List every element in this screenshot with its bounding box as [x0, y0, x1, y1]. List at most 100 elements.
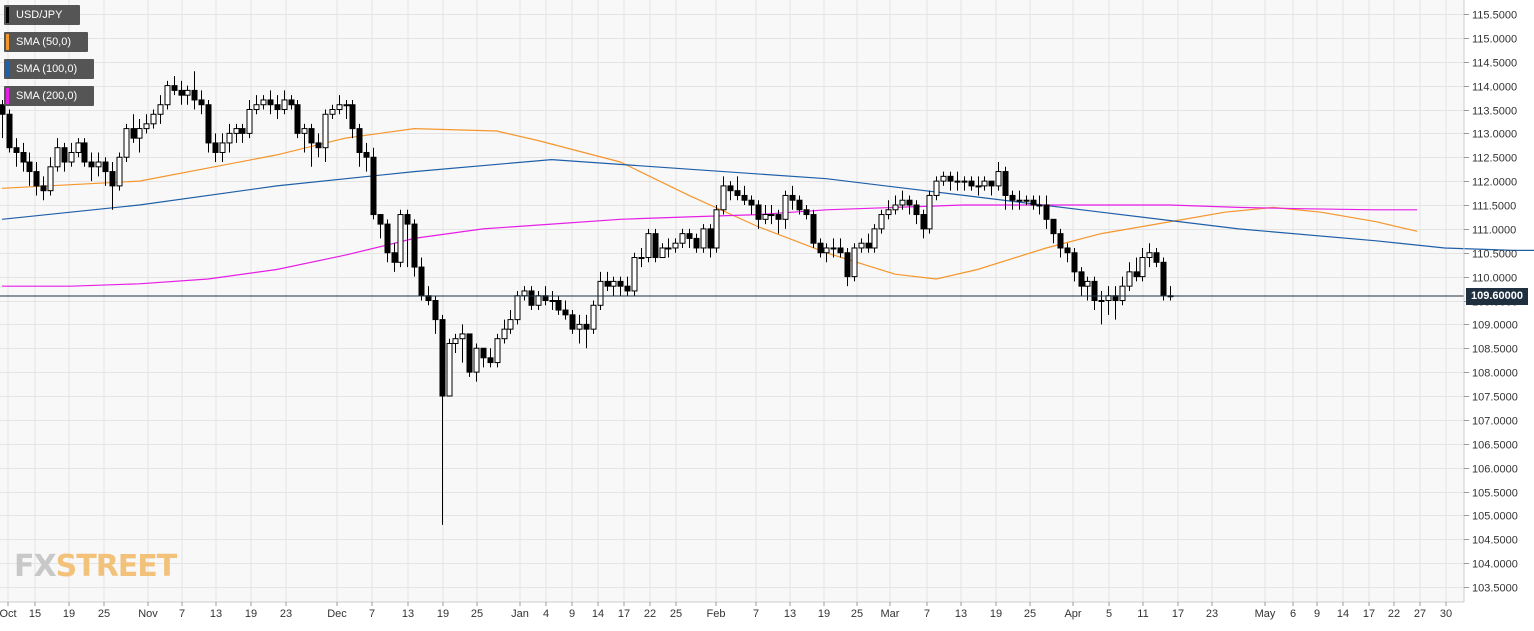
candle — [439, 314, 446, 525]
logo-street: STREET — [55, 549, 178, 584]
candle — [906, 195, 913, 215]
candle-body — [823, 247, 830, 254]
candle — [343, 99, 350, 120]
candle — [363, 142, 370, 172]
x-tick-label: 27 — [1414, 608, 1426, 620]
candle-body — [1139, 257, 1146, 278]
candle-body — [88, 161, 95, 168]
candle-body — [940, 175, 947, 182]
legend-swatch — [6, 34, 9, 50]
candle-body — [329, 109, 336, 115]
x-tick-label: Oct — [0, 608, 17, 620]
candle-body — [782, 194, 789, 220]
candle-body — [397, 214, 404, 263]
legend-label: SMA (100,0) — [16, 63, 78, 75]
candle-body — [226, 132, 233, 144]
x-tick-label: 30 — [1440, 608, 1452, 620]
candle-body — [631, 257, 638, 292]
candle — [391, 243, 398, 272]
x-tick-label: 19 — [437, 608, 449, 620]
candle-body — [308, 128, 315, 144]
candle-body — [528, 290, 535, 306]
x-tick-label: 5 — [1106, 608, 1112, 620]
candle — [397, 209, 404, 268]
legend-sma-100[interactable]: SMA (100,0) — [4, 59, 94, 79]
x-tick-label: 13 — [402, 608, 414, 620]
candle — [1133, 257, 1140, 282]
candle-body — [191, 89, 198, 101]
candle — [1043, 195, 1050, 229]
y-tick-label: 103.5000 — [1472, 583, 1518, 595]
candle — [109, 162, 116, 210]
candle-body — [617, 280, 624, 287]
candle — [940, 171, 947, 186]
candle — [329, 104, 336, 120]
y-tick-label: 115.0000 — [1472, 34, 1517, 46]
candle-body — [885, 209, 892, 216]
candle-body — [933, 180, 940, 196]
y-tick-label: 110.0000 — [1472, 273, 1517, 285]
candle — [47, 157, 54, 196]
x-tick-label: Jan — [511, 608, 529, 620]
candle-body — [95, 161, 102, 168]
candle — [40, 176, 47, 201]
candle-body — [336, 104, 343, 110]
candle-body — [212, 142, 219, 153]
candle — [130, 114, 137, 143]
candle-body — [672, 242, 679, 249]
candle — [404, 209, 411, 268]
candle — [20, 142, 27, 172]
candle-body — [157, 104, 164, 115]
candle-body — [590, 304, 597, 330]
y-tick-label: 110.5000 — [1472, 249, 1517, 261]
legend-label: SMA (50,0) — [16, 36, 72, 48]
candle-body — [1023, 199, 1030, 202]
candle-body — [748, 199, 755, 206]
candle-body — [549, 300, 556, 302]
legend-usdjpy[interactable]: USD/JPY — [4, 5, 80, 25]
candle-body — [988, 180, 995, 187]
candle-body — [995, 171, 1002, 187]
y-tick-label: 106.5000 — [1472, 440, 1518, 452]
candle — [1009, 190, 1016, 210]
candle — [926, 190, 933, 234]
candle-body — [1050, 218, 1057, 235]
candle — [755, 200, 762, 229]
candle-body — [384, 223, 391, 254]
legend-label: USD/JPY — [16, 9, 63, 21]
candle — [239, 123, 246, 143]
candle-body — [1002, 171, 1009, 196]
candle-body — [858, 242, 865, 249]
candle — [562, 300, 569, 320]
legend-sma-200[interactable]: SMA (200,0) — [4, 86, 94, 106]
candle — [294, 99, 301, 139]
candle-body — [143, 123, 150, 130]
candle-body — [727, 185, 734, 192]
legend-swatch — [6, 61, 9, 77]
x-tick-label: 22 — [644, 608, 656, 620]
candle-body — [604, 280, 611, 287]
candle — [246, 99, 253, 139]
x-tick-label: 25 — [1024, 608, 1036, 620]
candle-body — [219, 142, 226, 153]
candle — [466, 333, 473, 377]
candle-body — [1084, 280, 1091, 287]
candle — [336, 95, 343, 115]
candle — [253, 95, 260, 115]
candle-body — [281, 99, 288, 110]
candle-body — [274, 104, 281, 110]
y-tick-label: 114.0000 — [1472, 82, 1517, 94]
x-tick-label: May — [1255, 608, 1276, 620]
x-tick-label: 25 — [98, 608, 110, 620]
y-tick-label: 113.5000 — [1472, 106, 1517, 118]
candle-body — [6, 113, 13, 149]
candle — [844, 247, 851, 287]
candle-body — [1119, 285, 1126, 301]
candle — [961, 176, 968, 191]
candle — [954, 171, 961, 191]
legend-sma-50[interactable]: SMA (50,0) — [4, 32, 88, 52]
candle — [274, 95, 281, 120]
candle — [13, 138, 20, 167]
candle-body — [713, 209, 720, 249]
